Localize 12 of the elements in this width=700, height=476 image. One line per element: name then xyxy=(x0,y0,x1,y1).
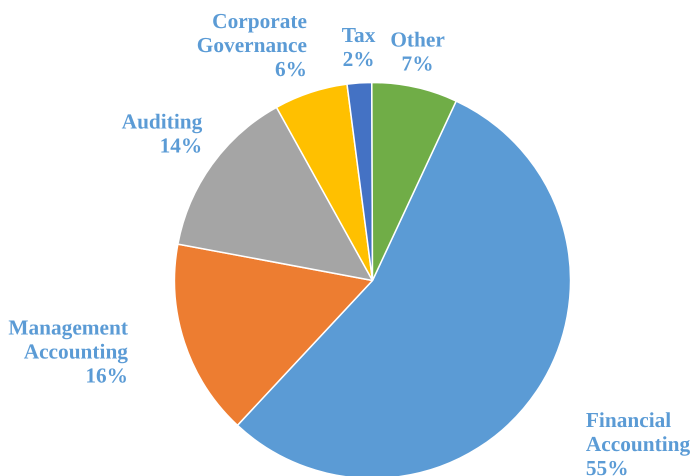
data-label: 14% xyxy=(160,134,202,158)
data-label: 7% xyxy=(402,52,434,76)
slice-label: Tax xyxy=(342,23,376,48)
slice-label: Management Accounting xyxy=(8,316,129,364)
slice-label: Other xyxy=(390,28,446,52)
data-label: 6% xyxy=(274,57,307,82)
data-label: 2% xyxy=(342,47,375,72)
slice-label: Auditing xyxy=(122,110,203,134)
slice-label: Corporate Governance xyxy=(196,9,307,58)
data-label: 16% xyxy=(85,364,128,388)
data-label: 55% xyxy=(586,456,629,476)
slice-label: Financial Accounting xyxy=(586,408,691,456)
